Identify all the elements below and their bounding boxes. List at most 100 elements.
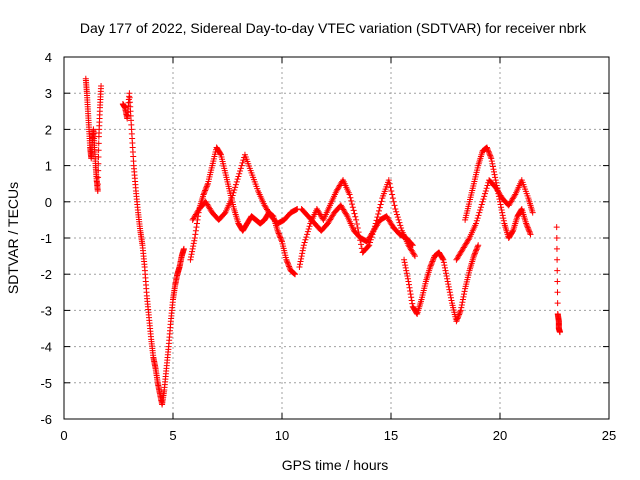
data-point (480, 196, 487, 203)
data-point (497, 201, 504, 208)
data-point (446, 289, 453, 296)
data-point (470, 253, 477, 260)
data-point (471, 250, 478, 257)
data-point (395, 216, 402, 223)
data-point (236, 170, 243, 177)
data-point (491, 171, 498, 178)
data-point (305, 225, 312, 232)
data-point (405, 281, 412, 288)
data-point (402, 264, 409, 271)
data-point (191, 237, 198, 244)
data-point (203, 183, 210, 190)
grid (64, 57, 609, 419)
data-point (377, 201, 384, 208)
data-point (483, 144, 490, 151)
data-point (499, 212, 506, 219)
data-point (458, 301, 465, 308)
x-tick-label: 0 (60, 428, 67, 443)
data-point (403, 270, 410, 277)
data-point (275, 230, 282, 237)
data-point (487, 154, 494, 161)
y-tick-label: 2 (45, 122, 52, 137)
data-point (188, 251, 195, 258)
data-point (474, 244, 481, 251)
data-point (95, 167, 102, 174)
data-point (192, 227, 199, 234)
data-point (455, 314, 462, 321)
data-point (298, 255, 305, 262)
plot-frame (63, 56, 610, 420)
data-point (409, 242, 416, 249)
data-point (405, 278, 412, 285)
data-point (299, 247, 306, 254)
x-tick-label: 5 (169, 428, 176, 443)
data-point (500, 217, 507, 224)
data-point (95, 154, 102, 161)
data-point (490, 166, 497, 173)
data-point (411, 253, 418, 260)
data-point (488, 155, 495, 162)
data-point (523, 220, 530, 227)
data-point (190, 243, 197, 250)
data-point (442, 267, 449, 274)
data-point (376, 207, 383, 214)
data-point (235, 173, 242, 180)
data-point (229, 192, 236, 199)
data-point (482, 190, 489, 197)
data-point (489, 163, 496, 170)
data-point (406, 284, 413, 291)
data-point (401, 259, 408, 266)
data-point (455, 312, 462, 319)
data-point (554, 289, 561, 296)
data-point (457, 307, 464, 314)
data-point (477, 204, 484, 211)
data-point (396, 219, 403, 226)
data-point (297, 258, 304, 265)
data-point (524, 224, 531, 231)
data-point (375, 211, 382, 218)
data-point (556, 329, 563, 336)
y-tick-label: -5 (40, 376, 52, 391)
data-point (349, 204, 356, 211)
data-point (443, 270, 450, 277)
data-point (511, 192, 518, 199)
data-point (95, 174, 102, 181)
data-point (193, 224, 200, 231)
data-point (497, 198, 503, 205)
series-group (401, 242, 482, 325)
y-tick-label: 0 (45, 195, 52, 210)
data-point (306, 223, 313, 230)
data-point (393, 208, 400, 215)
x-tick-label: 25 (602, 428, 616, 443)
data-point (459, 299, 466, 306)
data-point (397, 222, 404, 229)
data-point (239, 159, 246, 166)
data-point (300, 242, 307, 249)
data-point (527, 231, 534, 238)
series-group (189, 151, 301, 227)
data-point (476, 209, 483, 216)
data-point (283, 258, 290, 265)
data-point (187, 256, 194, 263)
data-point (352, 213, 359, 220)
data-point (217, 150, 224, 157)
data-point (343, 211, 350, 218)
data-point (393, 211, 400, 218)
data-point (458, 304, 465, 311)
data-point (300, 244, 307, 251)
data-point (354, 225, 361, 232)
data-point (461, 291, 468, 298)
data-point (391, 202, 398, 209)
data-point (459, 296, 466, 303)
data-point (484, 145, 491, 152)
data-point (285, 262, 292, 269)
data-point (389, 191, 396, 198)
y-tick-label: -3 (40, 303, 52, 318)
data-point (233, 178, 240, 185)
data-point (374, 214, 381, 221)
data-point (299, 250, 306, 257)
y-tick-label: -2 (40, 267, 52, 282)
data-point (98, 82, 105, 89)
data-point (447, 292, 454, 299)
data-point (440, 256, 447, 263)
